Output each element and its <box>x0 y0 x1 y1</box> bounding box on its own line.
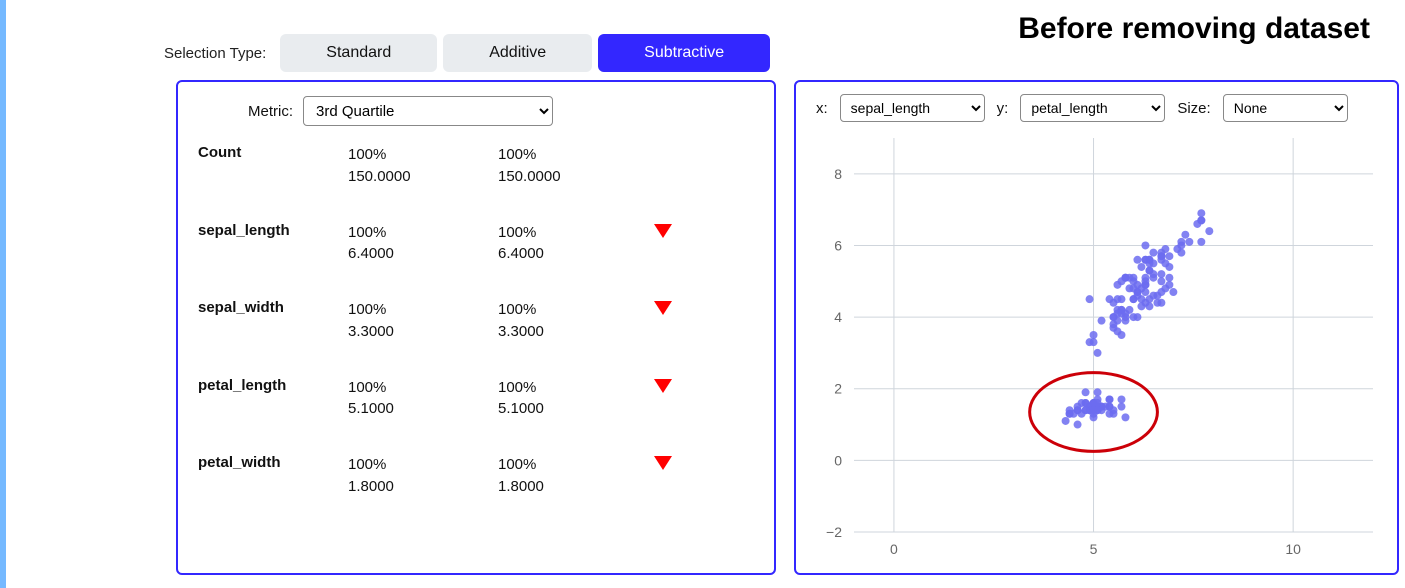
stats-panel: Metric: 3rd Quartile Count100%150.000010… <box>176 80 776 575</box>
svg-text:5: 5 <box>1090 541 1098 557</box>
stat-col-1: 100%5.1000 <box>348 377 498 421</box>
y-select[interactable]: petal_length <box>1020 94 1165 122</box>
scatter-panel: x: sepal_length y: petal_length Size: No… <box>794 80 1399 575</box>
stat-name: petal_width <box>198 454 348 471</box>
selection-type-additive[interactable]: Additive <box>443 34 592 72</box>
y-label: y: <box>997 100 1009 117</box>
stat-row: petal_length100%5.1000100%5.1000 <box>198 377 756 421</box>
triangle-down-icon[interactable] <box>654 456 672 470</box>
stat-col-1: 100%3.3000 <box>348 299 498 343</box>
x-label: x: <box>816 100 828 117</box>
triangle-down-icon[interactable] <box>654 224 672 238</box>
stat-row: sepal_length100%6.4000100%6.4000 <box>198 222 756 266</box>
stats-list: Count100%150.0000100%150.0000sepal_lengt… <box>196 144 756 498</box>
stat-name: sepal_width <box>198 299 348 316</box>
svg-text:4: 4 <box>834 309 842 325</box>
svg-text:8: 8 <box>834 166 842 182</box>
stat-col-1: 100%150.0000 <box>348 144 498 188</box>
stat-col-2: 100%150.0000 <box>498 144 648 188</box>
selection-type-subtractive[interactable]: Subtractive <box>598 34 770 72</box>
selection-type-label: Selection Type: <box>164 45 266 62</box>
stat-col-2: 100%1.8000 <box>498 454 648 498</box>
scatter-plot: −2 0 2 4 6 8 0 5 10 <box>810 132 1385 562</box>
metric-row: Metric: 3rd Quartile <box>248 96 756 126</box>
stat-row: Count100%150.0000100%150.0000 <box>198 144 756 188</box>
stat-name: petal_length <box>198 377 348 394</box>
selection-type-row: Selection Type: StandardAdditiveSubtract… <box>164 34 770 72</box>
svg-text:0: 0 <box>890 541 898 557</box>
stat-col-1: 100%6.4000 <box>348 222 498 266</box>
svg-text:10: 10 <box>1285 541 1301 557</box>
svg-text:6: 6 <box>834 237 842 253</box>
stat-row: petal_width100%1.8000100%1.8000 <box>198 454 756 498</box>
svg-text:2: 2 <box>834 381 842 397</box>
stat-name: Count <box>198 144 348 161</box>
metric-label: Metric: <box>248 103 293 120</box>
stat-col-2: 100%5.1000 <box>498 377 648 421</box>
metric-select[interactable]: 3rd Quartile <box>303 96 553 126</box>
x-select[interactable]: sepal_length <box>840 94 985 122</box>
triangle-down-icon[interactable] <box>654 379 672 393</box>
svg-text:−2: −2 <box>826 524 842 540</box>
svg-text:0: 0 <box>834 452 842 468</box>
stat-col-2: 100%3.3000 <box>498 299 648 343</box>
selection-type-standard[interactable]: Standard <box>280 34 437 72</box>
stat-col-1: 100%1.8000 <box>348 454 498 498</box>
stat-col-2: 100%6.4000 <box>498 222 648 266</box>
triangle-down-icon[interactable] <box>654 301 672 315</box>
selection-type-segment: StandardAdditiveSubtractive <box>280 34 770 72</box>
stat-name: sepal_length <box>198 222 348 239</box>
stat-row: sepal_width100%3.3000100%3.3000 <box>198 299 756 343</box>
page-title: Before removing dataset <box>1018 12 1370 46</box>
axis-selectors-row: x: sepal_length y: petal_length Size: No… <box>816 94 1383 122</box>
size-label: Size: <box>1177 100 1210 117</box>
size-select[interactable]: None <box>1223 94 1348 122</box>
